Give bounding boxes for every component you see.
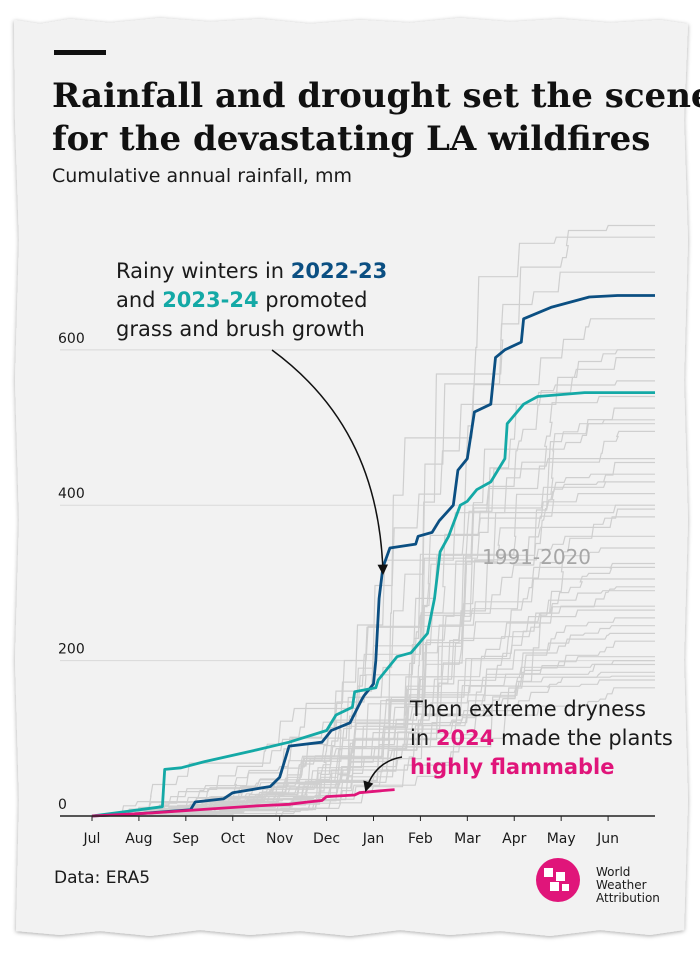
annotation-top-text-2b: promoted [259, 288, 368, 312]
annotation-top-text-1: Rainy winters in [116, 259, 291, 283]
x-tick-label: Mar [454, 831, 481, 847]
wwa-logo-mark-3 [550, 882, 559, 891]
y-tick-label: 0 [58, 797, 67, 813]
y-tick-label: 400 [58, 486, 85, 502]
annotation-top-text-2a: and [116, 288, 162, 312]
annotation-bottom-text-2b: made the plants [494, 726, 673, 750]
annotation-top-line-1: Rainy winters in 2022-23 [116, 259, 387, 283]
historical-year-line [92, 547, 655, 817]
x-tick-label: Jul [83, 831, 101, 847]
x-tick-label: Apr [502, 831, 526, 847]
x-tick-label: Feb [408, 831, 433, 847]
wwa-logo: World Weather Attribution [536, 858, 660, 905]
annotation-top-line-2: and 2023-24 promoted [116, 288, 367, 312]
x-tick-label: Jun [596, 831, 619, 847]
wwa-logo-mark-1 [544, 868, 553, 877]
wwa-logo-text-1: World [596, 865, 630, 879]
annotation-top-line-3: grass and brush growth [116, 317, 365, 341]
historical-year-line [92, 357, 655, 817]
x-tick-label: Jan [362, 831, 385, 847]
subtitle: Cumulative annual rainfall, mm [52, 165, 352, 187]
annotation-bottom-arrow [363, 756, 403, 793]
annotation-year-2023-24: 2023-24 [162, 288, 258, 312]
historical-year-line [92, 271, 655, 817]
historical-year-line [92, 473, 655, 817]
annotation-top: Rainy winters in 2022-23 and 2023-24 pro… [116, 259, 389, 576]
title-line-2: for the devastating LA wildfires [52, 119, 650, 159]
annotation-bottom-line-3: highly flammable [410, 755, 614, 779]
historical-year-line [92, 675, 655, 817]
wwa-logo-text-2: Weather [596, 878, 647, 892]
x-tick-label: Sep [173, 831, 200, 847]
annotation-bottom-line-2: in 2024 made the plants [410, 726, 673, 750]
historical-period-label: 1991-2020 [482, 545, 591, 569]
x-tick-label: May [547, 831, 576, 847]
x-tick-label: Aug [125, 831, 152, 847]
title-line-1: Rainfall and drought set the scene [52, 76, 700, 116]
annotation-bottom-text-2a: in [410, 726, 436, 750]
annotation-bottom-line-1: Then extreme dryness [409, 697, 646, 721]
y-tick-label: 200 [58, 642, 85, 658]
historical-year-line [92, 586, 655, 817]
historical-year-line [92, 562, 655, 817]
wwa-logo-mark-2 [556, 872, 565, 881]
y-tick-label: 600 [58, 331, 85, 347]
data-source: Data: ERA5 [54, 868, 150, 888]
annotation-top-arrow [271, 349, 389, 576]
wwa-logo-mark-4 [562, 884, 569, 891]
historical-lines [92, 224, 655, 817]
wwa-logo-text-3: Attribution [596, 891, 660, 905]
historical-year-line [92, 663, 655, 817]
x-tick-label: Oct [221, 831, 246, 847]
historical-year-line [92, 224, 655, 817]
annotation-year-2024: 2024 [436, 726, 494, 750]
historical-year-line [92, 671, 655, 817]
historical-year-line [92, 423, 655, 817]
series-line-2024 [91, 788, 395, 818]
series-line-2022-23 [91, 294, 655, 818]
annotation-bottom: Then extreme dryness in 2024 made the pl… [363, 697, 673, 793]
x-tick-label: Nov [266, 831, 293, 847]
x-tick-label: Dec [313, 831, 340, 847]
series-line-2023-24 [91, 391, 655, 818]
historical-year-line [92, 535, 655, 817]
axes: 0 200 400 600 Jul Aug Sep Oct Nov Dec Jan Feb Mar Apr… [58, 331, 655, 847]
annotation-year-2022-23: 2022-23 [291, 259, 387, 283]
title-rule [54, 50, 106, 55]
highlight-series [91, 294, 655, 818]
